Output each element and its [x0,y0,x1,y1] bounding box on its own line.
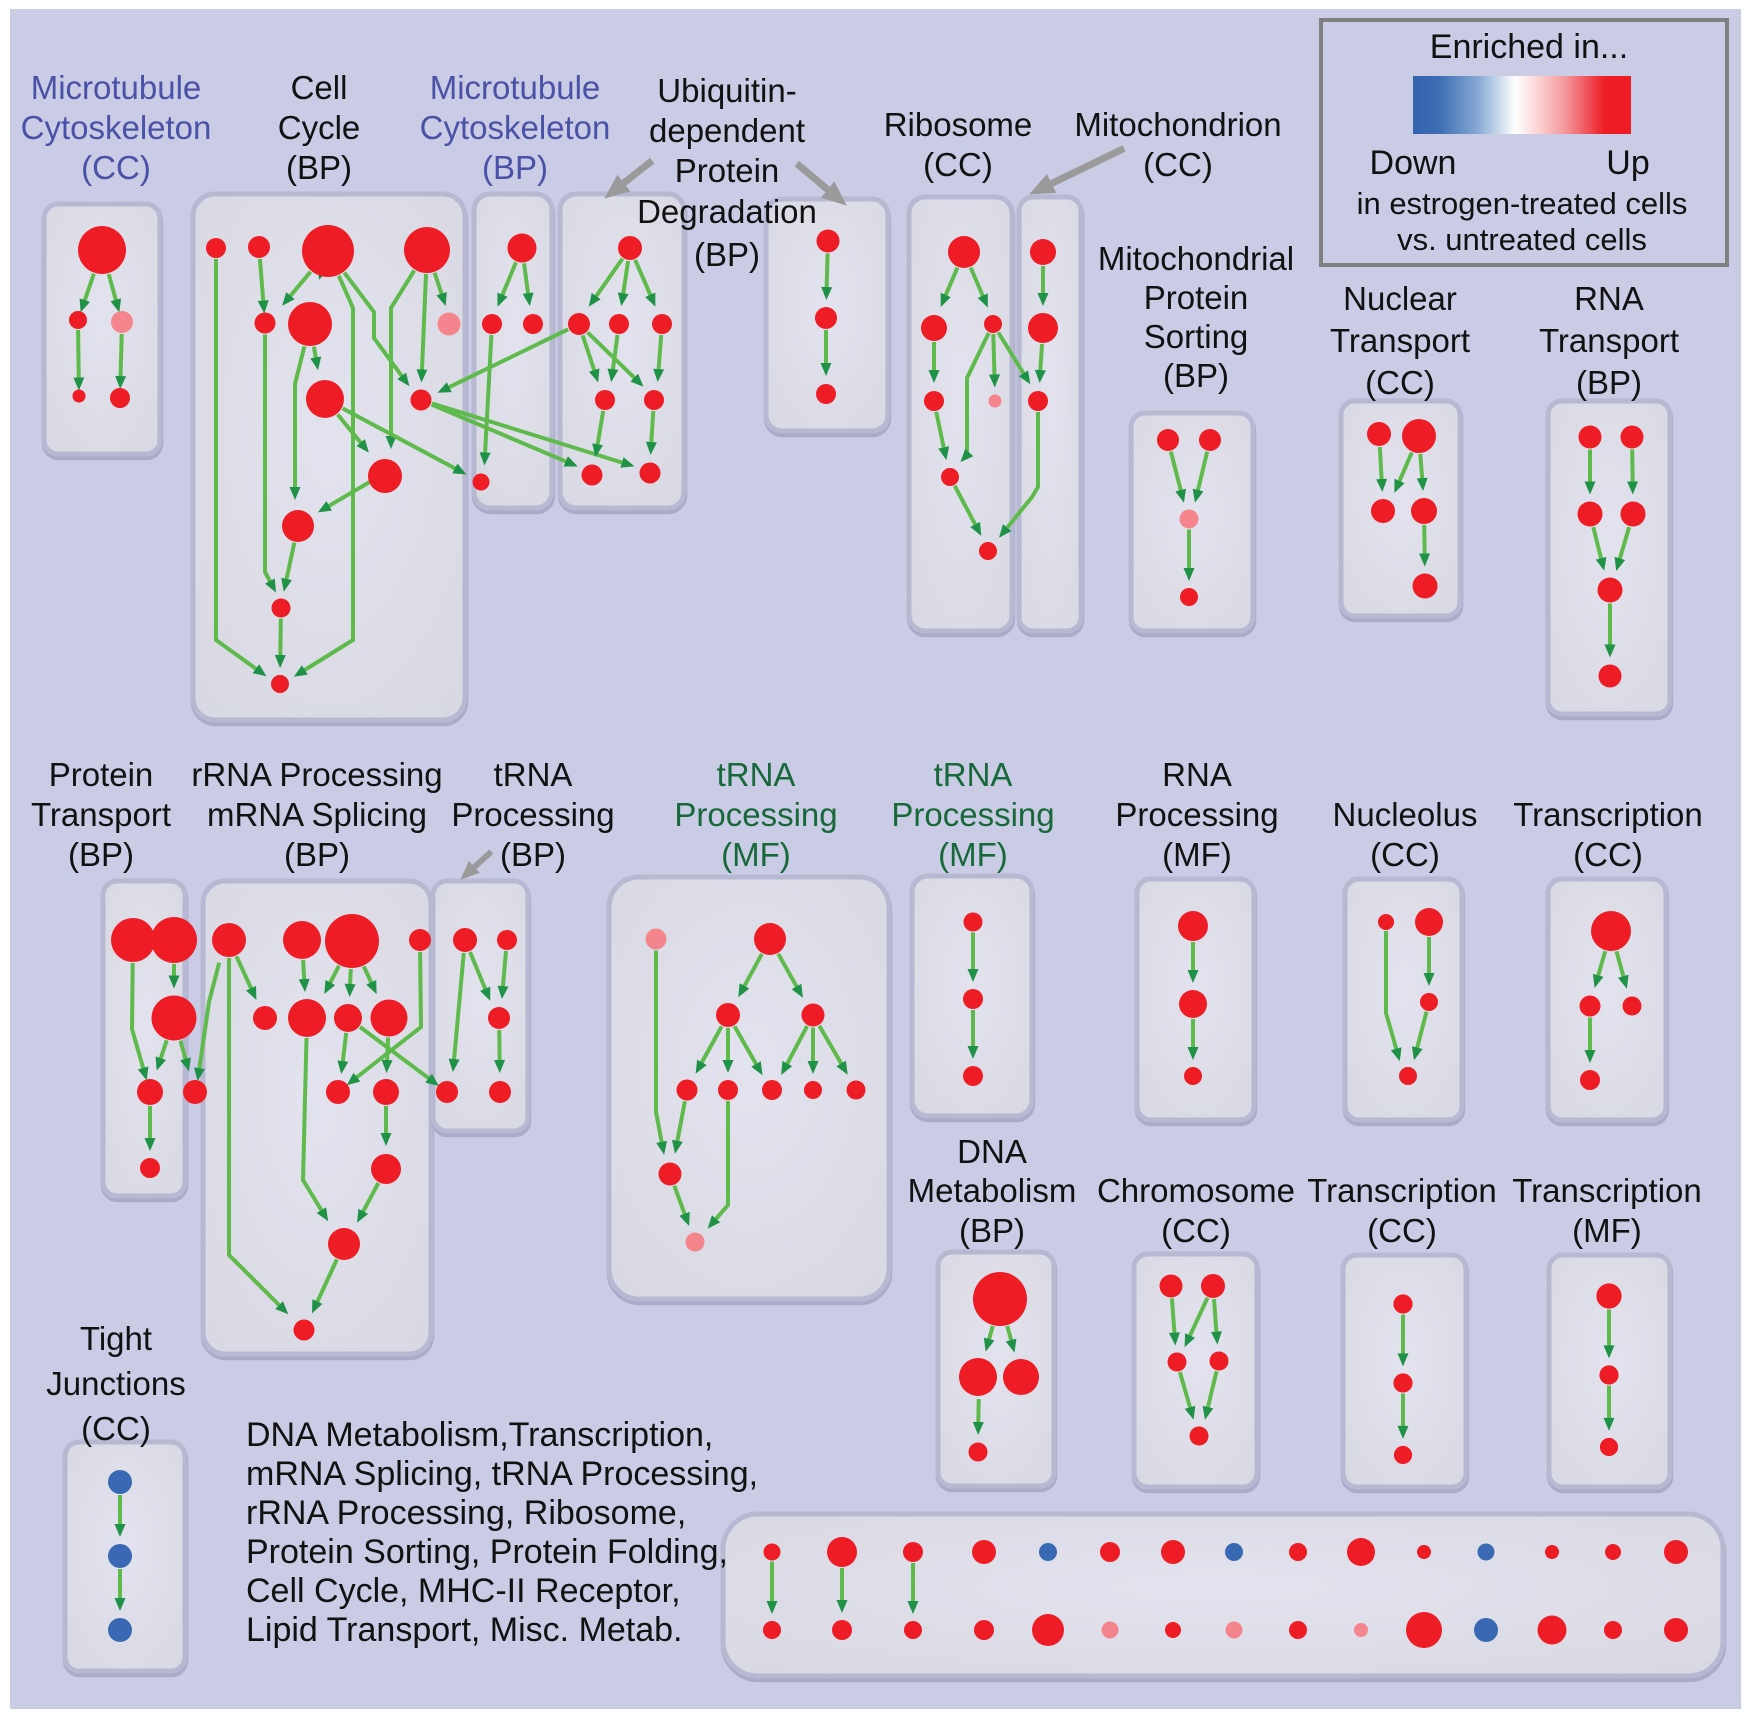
svg-text:vs. untreated cells: vs. untreated cells [1397,222,1647,257]
svg-text:Ribosome(CC): Ribosome (CC) [884,106,1033,183]
svg-text:Transcription(CC): Transcription (CC) [1307,1172,1497,1249]
svg-text:Transcription(CC): Transcription (CC) [1513,796,1703,873]
svg-text:Down: Down [1370,144,1457,182]
svg-text:Enriched in...: Enriched in... [1430,28,1628,66]
svg-text:Nucleolus(CC): Nucleolus (CC) [1333,796,1478,873]
svg-text:in estrogen-treated cells: in estrogen-treated cells [1357,186,1688,221]
svg-text:Transcription(MF): Transcription (MF) [1512,1172,1702,1249]
svg-text:Chromosome(CC): Chromosome (CC) [1097,1172,1295,1249]
svg-text:DNA Metabolism,Transcription,m: DNA Metabolism,Transcription, mRNA Splici… [246,1416,758,1649]
svg-text:Mitochondrion(CC): Mitochondrion (CC) [1074,106,1281,183]
svg-text:Up: Up [1606,144,1649,182]
